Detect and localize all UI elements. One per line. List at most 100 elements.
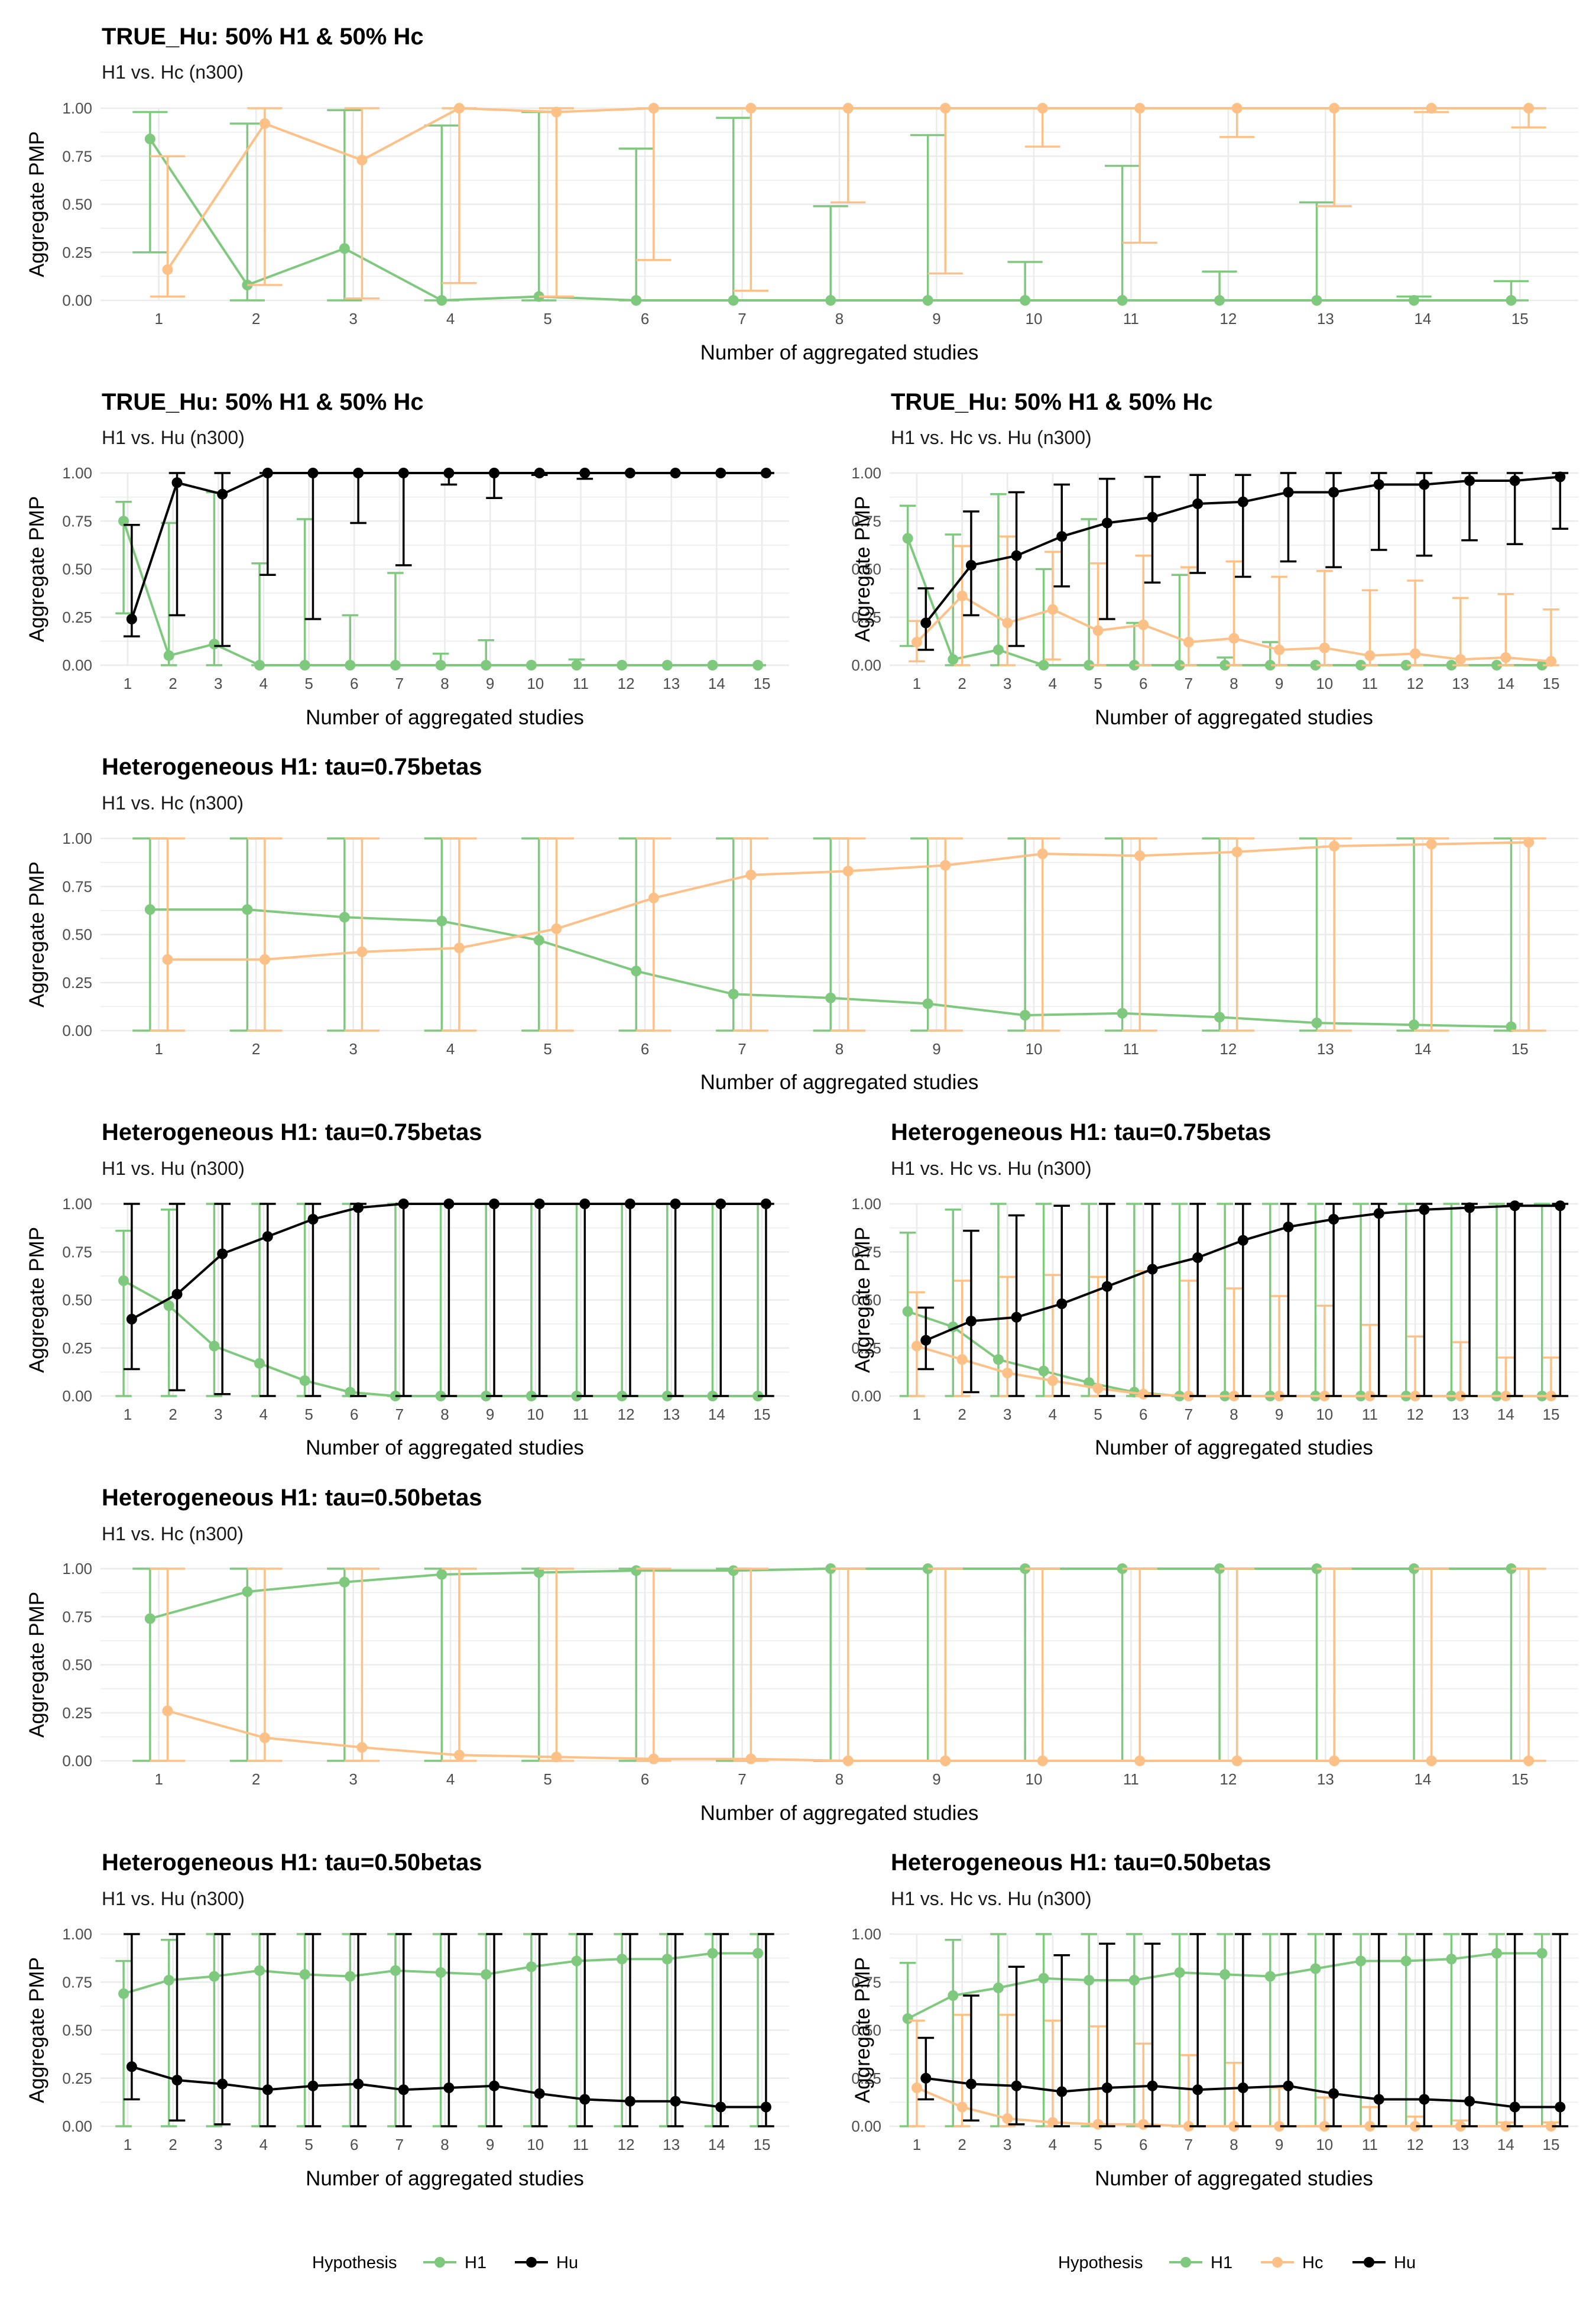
x-tick-label: 6 bbox=[1139, 1405, 1147, 1423]
data-point bbox=[624, 1199, 635, 1209]
data-point bbox=[1274, 2121, 1285, 2132]
data-point bbox=[1373, 479, 1384, 490]
x-tick-label: 3 bbox=[349, 1040, 357, 1058]
data-point bbox=[1101, 2082, 1112, 2093]
y-tick-label: 0.25 bbox=[62, 2069, 92, 2087]
x-tick-label: 14 bbox=[1497, 675, 1514, 692]
chart-title: Heterogeneous H1: tau=0.75betas bbox=[102, 754, 482, 780]
data-point bbox=[1092, 2119, 1104, 2130]
data-point bbox=[345, 1387, 356, 1398]
y-tick-label: 0.75 bbox=[62, 512, 92, 530]
data-point bbox=[648, 1753, 659, 1764]
y-tick-label: 0.50 bbox=[62, 2022, 92, 2039]
x-tick-label: 15 bbox=[1511, 1040, 1529, 1058]
data-point bbox=[163, 1300, 174, 1311]
data-point bbox=[1283, 2080, 1294, 2091]
data-point bbox=[551, 923, 562, 934]
x-tick-label: 8 bbox=[440, 2136, 449, 2153]
data-point bbox=[162, 954, 173, 965]
data-point bbox=[1509, 2101, 1520, 2113]
x-axis-label: Number of aggregated studies bbox=[700, 341, 979, 364]
data-point bbox=[398, 468, 409, 478]
x-tick-label: 1 bbox=[913, 675, 921, 692]
y-tick-label: 0.00 bbox=[62, 1387, 92, 1405]
x-tick-label: 4 bbox=[259, 2136, 268, 2153]
x-tick-label: 13 bbox=[1317, 310, 1334, 328]
data-point bbox=[631, 295, 642, 306]
data-point bbox=[339, 1576, 350, 1588]
y-axis-label: Aggregate PMP bbox=[851, 1227, 874, 1373]
y-tick-label: 0.75 bbox=[62, 147, 92, 165]
x-tick-label: 3 bbox=[349, 310, 357, 328]
y-tick-label: 0.25 bbox=[851, 2069, 881, 2087]
x-tick-label: 12 bbox=[618, 675, 635, 692]
data-point bbox=[1264, 1971, 1276, 1982]
x-axis-label: Number of aggregated studies bbox=[306, 1436, 584, 1459]
data-point bbox=[1002, 617, 1013, 629]
data-point bbox=[1311, 295, 1322, 306]
data-point bbox=[1002, 2113, 1013, 2124]
x-tick-label: 11 bbox=[573, 675, 589, 692]
data-point bbox=[1274, 644, 1285, 655]
data-point bbox=[551, 1751, 562, 1763]
data-point bbox=[489, 468, 500, 478]
data-point bbox=[1219, 1969, 1231, 1980]
legend-item-H1: H1 bbox=[1169, 2253, 1232, 2272]
data-point bbox=[648, 103, 659, 114]
data-point bbox=[1134, 850, 1146, 861]
x-tick-label: 14 bbox=[1497, 2136, 1514, 2153]
data-point bbox=[481, 660, 492, 671]
chart-subtitle: H1 vs. Hu (n300) bbox=[102, 427, 245, 448]
data-point bbox=[453, 943, 465, 954]
y-tick-label: 0.25 bbox=[62, 1704, 92, 1722]
data-point bbox=[760, 2101, 771, 2113]
x-tick-label: 2 bbox=[252, 1040, 260, 1058]
data-point bbox=[489, 1199, 500, 1209]
y-tick-label: 0.25 bbox=[851, 1339, 881, 1357]
data-point bbox=[1311, 1018, 1322, 1028]
chart-title: TRUE_Hu: 50% H1 & 50% Hc bbox=[102, 389, 424, 415]
data-point bbox=[1555, 1200, 1566, 1212]
y-tick-label: 0.00 bbox=[851, 1387, 881, 1405]
data-point bbox=[1426, 103, 1437, 114]
data-point bbox=[1047, 2117, 1058, 2128]
data-point bbox=[579, 468, 591, 478]
x-tick-label: 14 bbox=[708, 675, 725, 692]
x-tick-label: 5 bbox=[543, 310, 552, 328]
gridlines bbox=[100, 1203, 789, 1397]
data-point bbox=[1546, 1391, 1557, 1401]
chart-subtitle: H1 vs. Hu (n300) bbox=[102, 1888, 245, 1909]
data-point bbox=[1446, 1954, 1457, 1965]
data-point bbox=[1192, 498, 1204, 509]
data-point bbox=[670, 2096, 681, 2107]
data-point bbox=[1555, 2101, 1566, 2113]
data-point bbox=[1446, 660, 1457, 671]
data-point bbox=[262, 1231, 273, 1242]
x-tick-label: 10 bbox=[527, 1405, 544, 1423]
data-point bbox=[1056, 1298, 1068, 1309]
data-point bbox=[1138, 1388, 1149, 1400]
x-tick-label: 11 bbox=[573, 1405, 589, 1423]
x-tick-label: 2 bbox=[168, 2136, 177, 2153]
data-point bbox=[1410, 1391, 1421, 1401]
data-point bbox=[1310, 1963, 1321, 1974]
x-tick-label: 3 bbox=[1003, 675, 1011, 692]
data-point bbox=[752, 1948, 764, 1959]
data-point bbox=[1134, 1756, 1146, 1766]
y-axis-label: Aggregate PMP bbox=[25, 1227, 48, 1373]
x-tick-label: 2 bbox=[252, 310, 260, 328]
data-point bbox=[842, 866, 854, 877]
chart-subtitle: H1 vs. Hc vs. Hu (n300) bbox=[891, 1158, 1092, 1179]
data-point bbox=[1056, 531, 1068, 542]
data-point bbox=[631, 966, 642, 977]
x-tick-label: 14 bbox=[708, 1405, 725, 1423]
data-point bbox=[1183, 637, 1194, 647]
x-tick-label: 9 bbox=[1275, 675, 1283, 692]
x-tick-label: 11 bbox=[1123, 310, 1139, 328]
data-point bbox=[443, 2082, 455, 2093]
data-point bbox=[1409, 295, 1420, 306]
data-point bbox=[1219, 660, 1231, 671]
data-point bbox=[760, 468, 771, 478]
chart-title: Heterogeneous H1: tau=0.50betas bbox=[891, 1850, 1271, 1876]
x-tick-label: 14 bbox=[1414, 1040, 1431, 1058]
